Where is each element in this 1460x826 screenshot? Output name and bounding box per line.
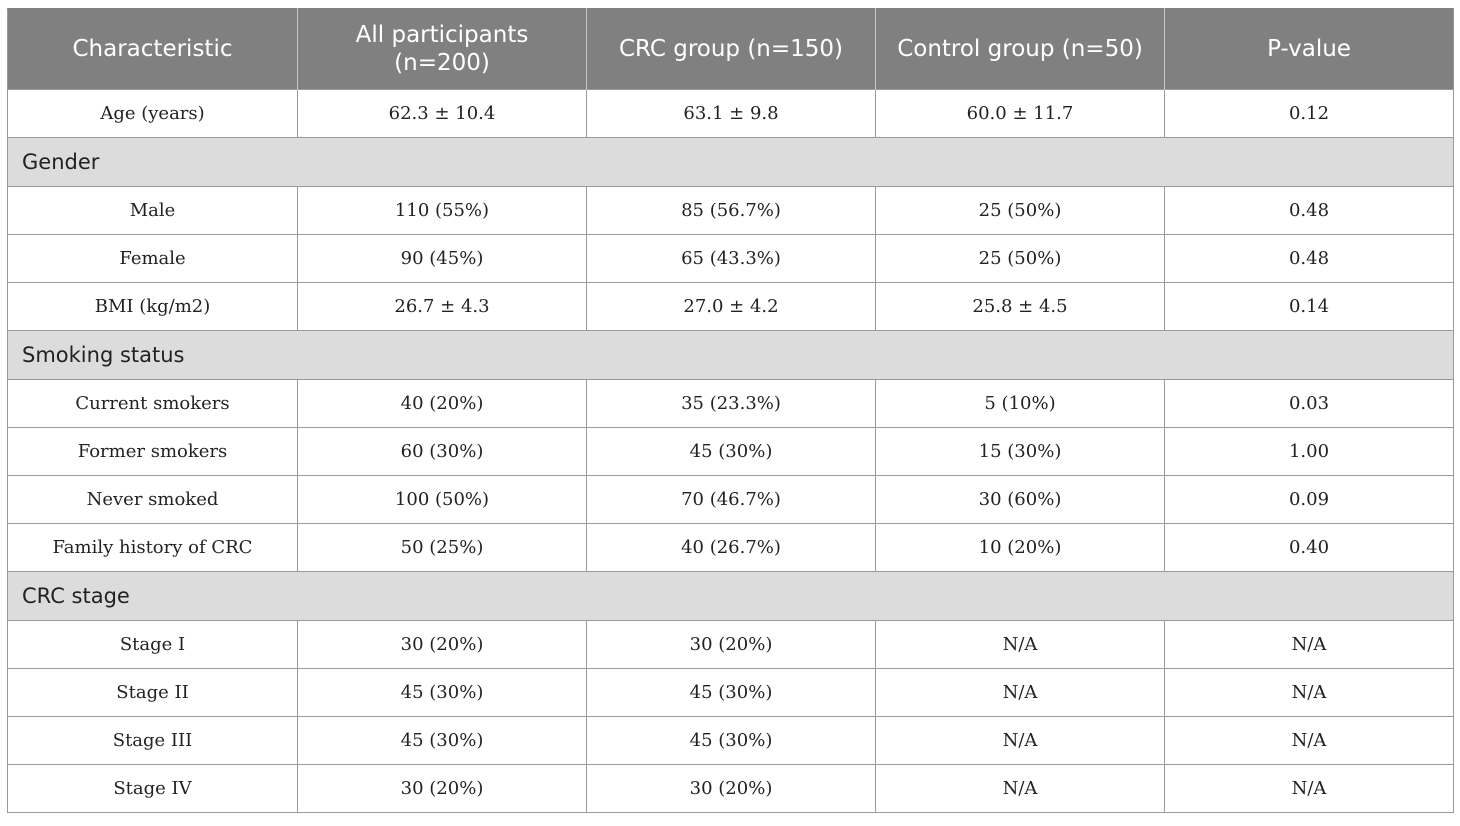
column-header-text: P-value [1267,36,1351,62]
section-label: Gender [7,137,1454,187]
table-row: Never smoked 100 (50%) 70 (46.7%) 30 (60%) 0… [7,475,1454,524]
value-cell: 45 (30%) [586,716,876,765]
header-row: Characteristic All participants (n=200) CRC… [7,8,1454,90]
value-cell: 100 (50%) [297,475,587,524]
value-cell: 60 (30%) [297,427,587,476]
value-cell: 10 (20%) [875,523,1165,572]
value-cell: 26.7 ± 4.3 [297,282,587,331]
column-header-text: All participants [355,22,529,48]
table-row: Stage I 30 (20%) 30 (20%) N/A N/A [7,620,1454,669]
row-label-cell: BMI (kg/m2) [7,282,298,331]
table-row: Stage IV 30 (20%) 30 (20%) N/A N/A [7,764,1454,813]
section-label: Smoking status [7,330,1454,380]
table-row: Family history of CRC 50 (25%) 40 (26.7%) 1… [7,523,1454,572]
value-cell: N/A [1164,620,1454,669]
value-cell: 0.48 [1164,186,1454,235]
value-cell: 0.09 [1164,475,1454,524]
row-label-cell: Stage I [7,620,298,669]
value-cell: 0.03 [1164,379,1454,428]
value-cell: 90 (45%) [297,234,587,283]
row-label-cell: Stage III [7,716,298,765]
table-row: Female 90 (45%) 65 (43.3%) 25 (50%) 0.48 [7,234,1454,283]
table-row: Stage III 45 (30%) 45 (30%) N/A N/A [7,716,1454,765]
value-cell: 30 (60%) [875,475,1165,524]
column-header-text: CRC group (n=150) [618,36,844,62]
value-cell: 30 (20%) [297,620,587,669]
value-cell: 45 (30%) [297,716,587,765]
value-cell: N/A [875,620,1165,669]
value-cell: 30 (20%) [586,620,876,669]
row-label-cell: Male [7,186,298,235]
row-label-cell: Former smokers [7,427,298,476]
value-cell: 25.8 ± 4.5 [875,282,1165,331]
value-cell: 110 (55%) [297,186,587,235]
value-cell: 63.1 ± 9.8 [586,89,876,138]
value-cell: 60.0 ± 11.7 [875,89,1165,138]
column-header: P-value [1164,8,1454,90]
column-header-text: Control group (n=50) [897,36,1143,62]
row-label-cell: Family history of CRC [7,523,298,572]
value-cell: 40 (26.7%) [586,523,876,572]
table-row: Stage II 45 (30%) 45 (30%) N/A N/A [7,668,1454,717]
value-cell: 30 (20%) [586,764,876,813]
row-label-cell: Stage IV [7,764,298,813]
table-row: Former smokers 60 (30%) 45 (30%) 15 (30%) 1.… [7,427,1454,476]
value-cell: N/A [875,668,1165,717]
value-cell: N/A [875,716,1165,765]
value-cell: 25 (50%) [875,234,1165,283]
column-header: CRC group (n=150) [586,8,876,90]
value-cell: 62.3 ± 10.4 [297,89,587,138]
value-cell: 30 (20%) [297,764,587,813]
value-cell: 25 (50%) [875,186,1165,235]
value-cell: 45 (30%) [586,668,876,717]
value-cell: 0.48 [1164,234,1454,283]
table-row: Current smokers 40 (20%) 35 (23.3%) 5 (10%)… [7,379,1454,428]
value-cell: 45 (30%) [297,668,587,717]
value-cell: N/A [1164,668,1454,717]
value-cell: 27.0 ± 4.2 [586,282,876,331]
section-row: CRC stage [7,571,1454,621]
value-cell: N/A [875,764,1165,813]
value-cell: 0.12 [1164,89,1454,138]
value-cell: 0.14 [1164,282,1454,331]
value-cell: 45 (30%) [586,427,876,476]
section-label: CRC stage [7,571,1454,621]
column-header: Control group (n=50) [875,8,1165,90]
value-cell: 70 (46.7%) [586,475,876,524]
row-label-cell: Stage II [7,668,298,717]
column-header: Characteristic [7,8,298,90]
value-cell: 65 (43.3%) [586,234,876,283]
characteristics-table: Characteristic All participants (n=200) CRC… [7,8,1454,813]
row-label-cell: Current smokers [7,379,298,428]
row-label-cell: Age (years) [7,89,298,138]
column-header: All participants (n=200) [297,8,587,90]
column-header-text: (n=200) [394,50,490,76]
value-cell: N/A [1164,764,1454,813]
value-cell: 50 (25%) [297,523,587,572]
table-row: BMI (kg/m2) 26.7 ± 4.3 27.0 ± 4.2 25.8 ± 4.… [7,282,1454,331]
row-label-cell: Female [7,234,298,283]
value-cell: 0.40 [1164,523,1454,572]
value-cell: 1.00 [1164,427,1454,476]
value-cell: 15 (30%) [875,427,1165,476]
table-header: Characteristic All participants (n=200) CRC… [7,8,1454,90]
value-cell: 85 (56.7%) [586,186,876,235]
section-row: Smoking status [7,330,1454,380]
value-cell: 40 (20%) [297,379,587,428]
table-row: Male 110 (55%) 85 (56.7%) 25 (50%) 0.48 [7,186,1454,235]
table-row: Age (years) 62.3 ± 10.4 63.1 ± 9.8 60.0 ± 1… [7,89,1454,138]
column-header-text: Characteristic [72,36,233,62]
row-label-cell: Never smoked [7,475,298,524]
table-body: Age (years) 62.3 ± 10.4 63.1 ± 9.8 60.0 ± 1… [7,89,1454,813]
value-cell: 35 (23.3%) [586,379,876,428]
section-row: Gender [7,137,1454,187]
value-cell: 5 (10%) [875,379,1165,428]
value-cell: N/A [1164,716,1454,765]
